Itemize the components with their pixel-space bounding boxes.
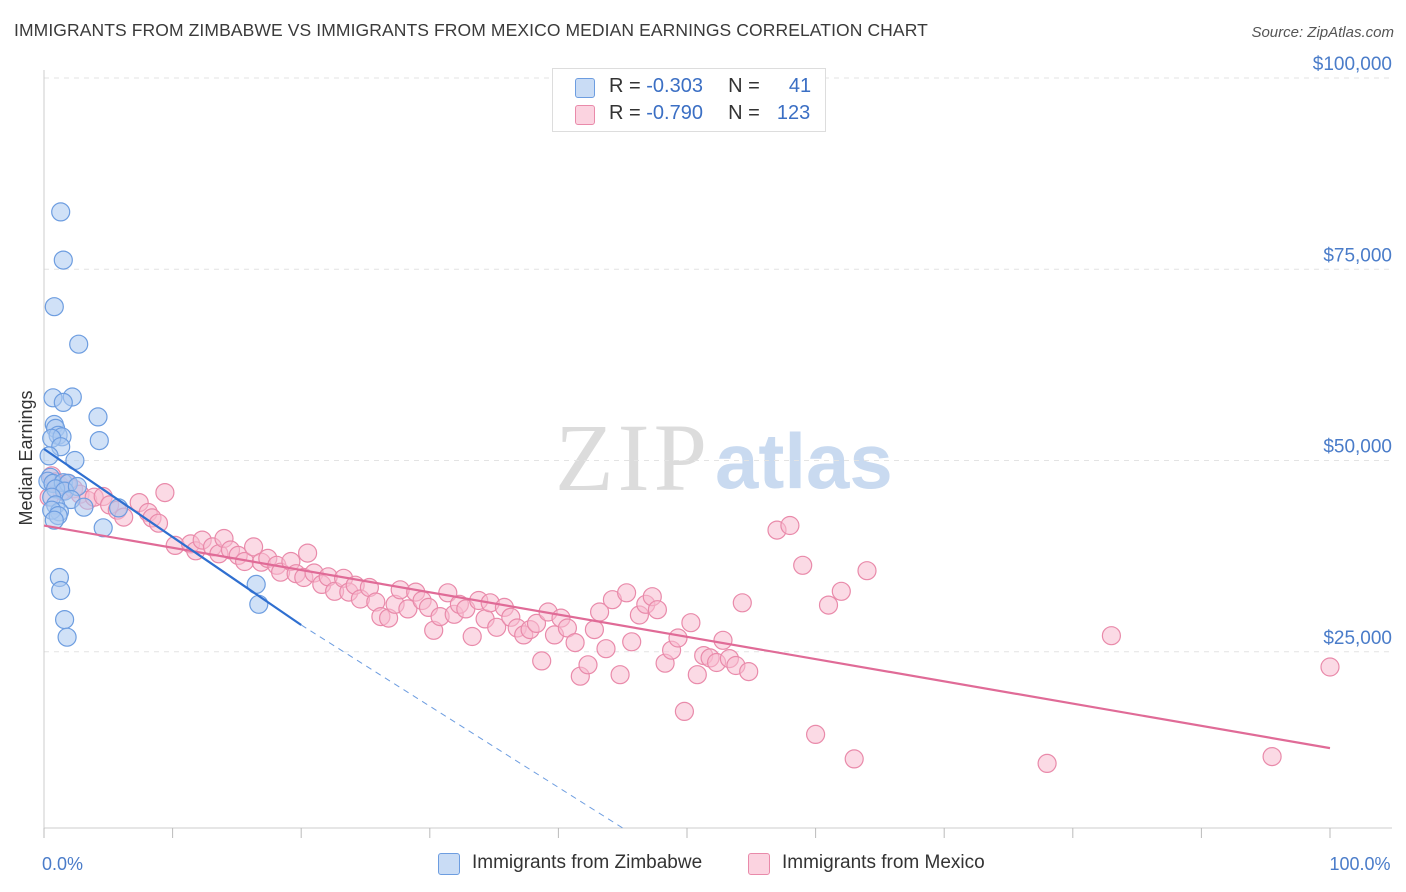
mexico-point — [487, 617, 507, 637]
correlation-legend: R = -0.303 N = 41 R = -0.790 N = 123 — [552, 68, 826, 132]
legend-n-label: N = — [728, 102, 760, 124]
zimbabwe-point — [44, 297, 64, 317]
mexico-point — [780, 515, 800, 536]
zimbabwe-point — [51, 202, 71, 222]
mexico-point — [532, 651, 552, 671]
zimbabwe-trend-extension — [300, 624, 623, 829]
zimbabwe-point — [54, 609, 75, 630]
zimbabwe-point — [249, 594, 269, 614]
mexico-point — [610, 665, 630, 685]
mexico-point — [398, 599, 418, 619]
mexico-point — [732, 593, 752, 613]
mexico-point — [793, 555, 813, 575]
zimbabwe-trend-line — [43, 448, 302, 626]
y-tick-label: $75,000 — [1323, 245, 1392, 266]
zimbabwe-point — [57, 627, 77, 647]
mexico-point — [739, 661, 759, 682]
zimbabwe-point — [89, 431, 109, 451]
mexico-point — [1262, 746, 1282, 767]
zimbabwe-point — [53, 392, 73, 412]
mexico-point — [668, 628, 688, 648]
mexico-point — [831, 581, 851, 601]
y-tick-label: $100,000 — [1313, 54, 1392, 75]
zimbabwe-point — [53, 250, 73, 270]
x-axis-tick-labels: 0.0% 100.0% — [42, 854, 1391, 874]
bottom-legend-label-zimbabwe: Immigrants from Zimbabwe — [472, 852, 703, 873]
mexico-point — [687, 665, 707, 685]
mexico-point — [1320, 657, 1340, 677]
mexico-point — [647, 600, 668, 620]
mexico-point — [298, 543, 318, 563]
mexico-point — [584, 619, 605, 640]
legend-swatch-mexico — [575, 105, 595, 125]
chart-source: Source: ZipAtlas.com — [1251, 24, 1394, 41]
zimbabwe-point — [108, 498, 129, 518]
zimbabwe-point — [69, 334, 89, 354]
mexico-point — [148, 513, 169, 533]
y-tick-label: $25,000 — [1323, 628, 1392, 649]
bottom-legend-swatch-zimbabwe — [438, 853, 460, 875]
series-zimbabwe-points — [38, 202, 269, 647]
mexico-point — [681, 613, 701, 633]
mexico-point — [616, 583, 637, 603]
mexico-point — [155, 483, 175, 503]
y-axis-tick-labels: $25,000 $50,000 $75,000 $100,000 — [1313, 54, 1392, 649]
series-mexico-points — [39, 466, 1340, 774]
zimbabwe-point — [51, 580, 71, 601]
mexico-point — [1101, 626, 1122, 646]
legend-r-value-mexico: -0.790 — [646, 102, 703, 124]
mexico-point — [526, 613, 547, 634]
watermark-zip: ZIP — [555, 404, 711, 511]
mexico-point — [844, 749, 864, 769]
legend-n-value-zimbabwe: 41 — [788, 75, 812, 97]
mexico-point — [713, 630, 733, 650]
y-axis-label: Median Earnings — [16, 390, 36, 525]
x-tick-label: 0.0% — [42, 854, 83, 874]
mexico-point — [674, 701, 695, 722]
legend-r-label: R = — [609, 102, 641, 124]
y-tick-label: $50,000 — [1323, 437, 1392, 458]
mexico-point — [805, 724, 826, 745]
mexico-trend-line — [43, 524, 1331, 750]
mexico-point — [1037, 753, 1057, 774]
trend-lines — [43, 448, 1331, 829]
legend-r-value-zimbabwe: -0.303 — [646, 75, 703, 97]
bottom-legend-label-mexico: Immigrants from Mexico — [782, 852, 985, 873]
legend-swatch-zimbabwe — [575, 78, 595, 98]
mexico-point — [462, 626, 482, 647]
mexico-point — [818, 595, 839, 615]
mexico-point — [244, 537, 264, 557]
mexico-point — [857, 561, 877, 581]
mexico-point — [578, 655, 598, 675]
mexico-point — [596, 639, 616, 659]
x-axis-ticks — [43, 828, 1331, 838]
zimbabwe-point — [44, 510, 64, 530]
bottom-legend-swatch-mexico — [748, 853, 770, 875]
x-tick-label: 100.0% — [1329, 854, 1390, 874]
zimbabwe-point — [88, 407, 108, 427]
zimbabwe-point — [74, 497, 94, 517]
chart-title: IMMIGRANTS FROM ZIMBABWE VS IMMIGRANTS F… — [14, 20, 928, 40]
mexico-point — [622, 632, 642, 652]
legend-n-value-mexico: 123 — [776, 102, 811, 124]
mexico-point — [565, 632, 585, 653]
legend-r-label: R = — [609, 75, 641, 97]
legend-n-label: N = — [728, 75, 760, 97]
zimbabwe-point — [39, 446, 59, 466]
